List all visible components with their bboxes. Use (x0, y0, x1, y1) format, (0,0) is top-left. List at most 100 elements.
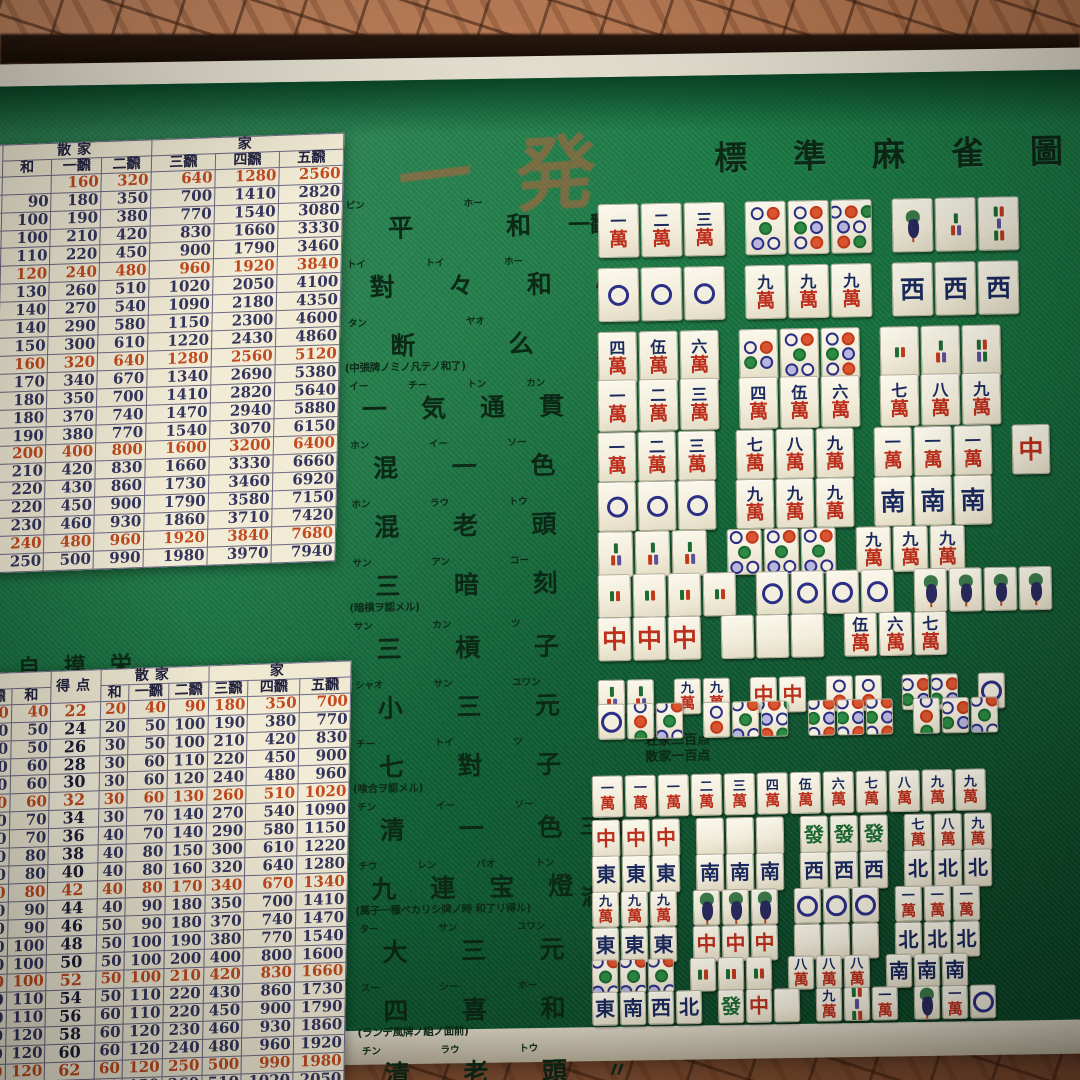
tile-blank[interactable] (755, 816, 785, 855)
tile-character-5[interactable]: 伍萬 (638, 330, 679, 384)
tile-honor-F[interactable]: 發 (799, 815, 829, 854)
tile-character-3[interactable]: 三萬 (679, 377, 720, 431)
tile-bamboo-3[interactable] (671, 529, 708, 577)
tile-character-9[interactable]: 九萬 (744, 264, 787, 320)
tile-blank[interactable] (695, 817, 725, 856)
tile-dots-7[interactable] (760, 700, 789, 737)
tile-honor-F[interactable]: 發 (717, 989, 745, 1024)
tile-bamboo-3[interactable] (597, 531, 634, 578)
tile-honor-E[interactable]: 東 (651, 854, 681, 893)
tile-dots-5[interactable] (970, 696, 999, 733)
tile-dots-1[interactable] (822, 886, 851, 924)
tile-dots-5[interactable] (763, 527, 800, 575)
tile-dots-1[interactable] (825, 569, 860, 615)
tile-character-9[interactable]: 九萬 (963, 812, 993, 851)
tile-character-1[interactable]: 一萬 (941, 984, 969, 1020)
tile-bamboo-3[interactable] (934, 196, 977, 252)
tile-honor-N[interactable]: 北 (903, 849, 933, 888)
tile-bamboo-1[interactable] (750, 888, 779, 925)
tile-honor-W[interactable]: 西 (647, 990, 675, 1025)
tile-character-6[interactable]: 六萬 (820, 375, 861, 428)
tile-character-1[interactable]: 一萬 (597, 431, 637, 483)
tile-honor-C[interactable]: 中 (621, 818, 651, 858)
yaku-entry[interactable]: チンイーソー清一色三飜 (353, 795, 624, 847)
tile-dots-1[interactable] (597, 267, 640, 323)
tile-character-9[interactable]: 九萬 (735, 478, 775, 530)
tile-character-9[interactable]: 九萬 (855, 526, 892, 573)
tile-character-3[interactable]: 三萬 (683, 201, 726, 257)
tile-dots-5[interactable] (647, 958, 675, 993)
tile-dots-5[interactable] (800, 527, 837, 574)
tile-character-1[interactable]: 一萬 (952, 884, 981, 921)
tile-dots-6[interactable] (787, 199, 830, 255)
tile-bamboo-1[interactable] (913, 567, 948, 613)
tile-bamboo-2[interactable] (717, 956, 745, 992)
tile-character-1[interactable]: 一萬 (894, 885, 923, 923)
tile-bamboo-1[interactable] (913, 985, 941, 1020)
tile-character-1[interactable]: 一萬 (591, 775, 624, 818)
tile-character-6[interactable]: 六萬 (878, 611, 913, 657)
tile-bamboo-4[interactable] (961, 324, 1002, 378)
tile-character-8[interactable]: 八萬 (933, 812, 963, 852)
tile-character-9[interactable]: 九萬 (830, 262, 873, 318)
tile-honor-W[interactable]: 西 (859, 850, 889, 889)
tile-character-1[interactable]: 一萬 (871, 986, 899, 1021)
tile-character-2[interactable]: 二萬 (638, 378, 679, 432)
tile-character-7[interactable]: 七萬 (879, 373, 920, 427)
tile-character-5[interactable]: 伍萬 (779, 375, 820, 429)
tile-bamboo-2[interactable] (667, 572, 702, 618)
tile-bamboo-1[interactable] (1018, 565, 1053, 611)
tile-character-7[interactable]: 七萬 (855, 770, 888, 813)
tile-character-2[interactable]: 二萬 (637, 431, 677, 482)
tile-bamboo-1[interactable] (721, 888, 750, 926)
tile-character-1[interactable]: 一萬 (657, 774, 690, 817)
tile-character-7[interactable]: 七萬 (913, 610, 948, 656)
tile-honor-C[interactable]: 中 (597, 616, 632, 662)
tile-honor-F[interactable]: 發 (859, 814, 889, 853)
tile-dots-1[interactable] (860, 568, 895, 614)
tile-dots-5[interactable] (744, 200, 787, 256)
tile-bamboo-5[interactable] (843, 986, 871, 1022)
tile-blank[interactable] (755, 613, 790, 659)
tile-honor-W[interactable]: 西 (934, 260, 977, 316)
tile-bamboo-2[interactable] (702, 571, 737, 617)
tile-character-1[interactable]: 一萬 (913, 425, 953, 477)
tile-blank[interactable] (725, 816, 755, 856)
tile-character-8[interactable]: 八萬 (775, 428, 815, 480)
tile-character-5[interactable]: 伍萬 (789, 771, 822, 815)
tile-honor-S[interactable]: 南 (913, 475, 953, 526)
tile-honor-C[interactable]: 中 (632, 616, 667, 661)
tile-honor-S[interactable]: 南 (619, 990, 647, 1026)
tile-honor-N[interactable]: 北 (675, 989, 703, 1025)
tile-character-3[interactable]: 三萬 (677, 430, 717, 481)
tile-character-4[interactable]: 四萬 (597, 331, 638, 385)
tile-character-9[interactable]: 九萬 (815, 987, 843, 1022)
tile-honor-E[interactable]: 東 (621, 854, 651, 894)
tile-dots-6[interactable] (865, 698, 894, 735)
tile-character-3[interactable]: 三萬 (723, 772, 756, 816)
tile-honor-W[interactable]: 西 (829, 850, 859, 890)
tile-character-9[interactable]: 九萬 (815, 477, 855, 528)
tile-character-6[interactable]: 六萬 (679, 329, 720, 383)
tile-honor-W[interactable]: 西 (799, 851, 829, 890)
tile-character-9[interactable]: 九萬 (954, 768, 987, 811)
tile-character-8[interactable]: 八萬 (888, 769, 921, 813)
tile-dots-3[interactable] (626, 702, 655, 740)
tile-character-5[interactable]: 伍萬 (843, 612, 878, 657)
tile-bamboo-1[interactable] (692, 889, 721, 926)
tile-honor-S[interactable]: 南 (941, 952, 969, 988)
tile-dots-1[interactable] (683, 265, 726, 321)
score-table-tsumo[interactable]: 家 得点 散家 家 二飜一飜和和一飜二飜三飜四飜五飜 1809040222040… (0, 660, 352, 1080)
tile-character-6[interactable]: 六萬 (822, 770, 855, 814)
yaku-entry[interactable]: ピン ホー平和一飜 (342, 194, 613, 246)
tile-dots-4[interactable] (941, 696, 970, 734)
tile-dots-1[interactable] (793, 887, 822, 924)
tile-dots-1[interactable] (597, 703, 626, 741)
yaku-entry[interactable]: チウレンパオトン九連宝燈満貫(萬子一種ベカリシ牌ノ時 和了リ得ル) (354, 854, 625, 918)
tile-honor-E[interactable]: 東 (591, 855, 621, 894)
tile-bamboo-2[interactable] (632, 573, 667, 618)
